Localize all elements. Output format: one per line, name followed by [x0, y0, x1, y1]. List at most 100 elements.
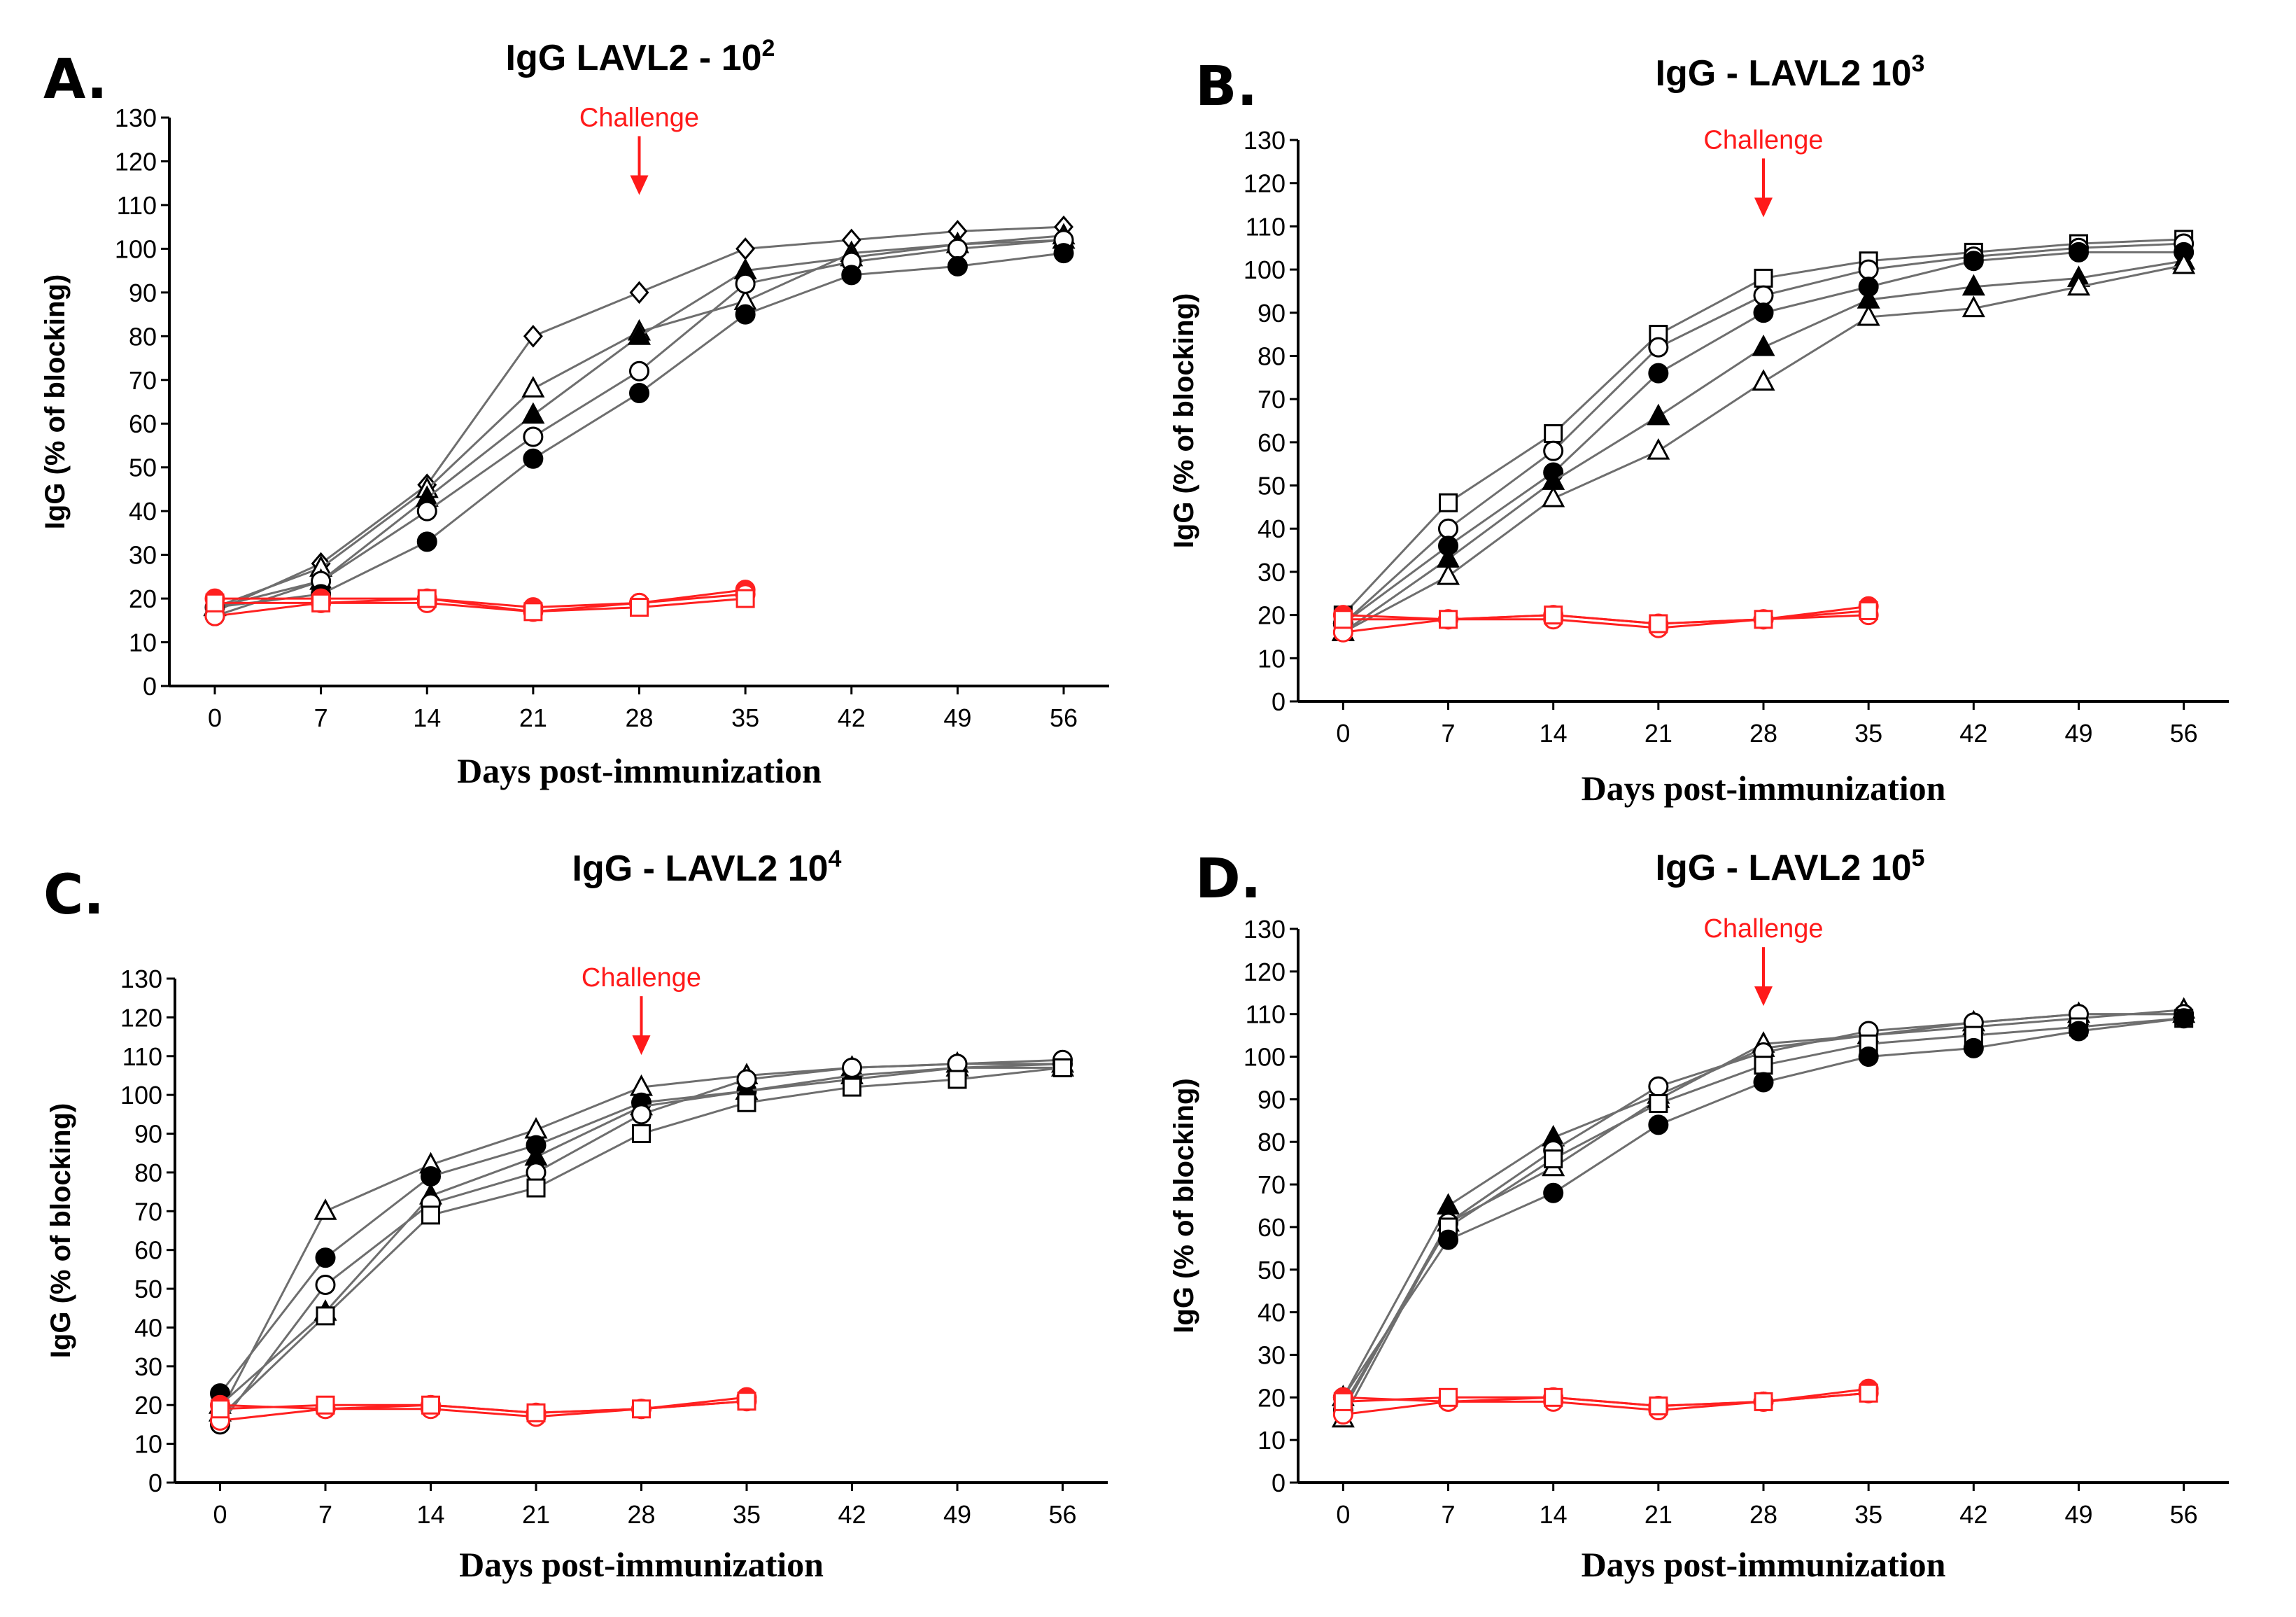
series-vaccinated-circle-open	[1332, 233, 2195, 634]
panel-b: B. IgG - LAVL2 10301020304050607080901001…	[1169, 50, 2229, 808]
y-axis-label: IgG (% of blocking)	[45, 1103, 76, 1358]
data-point	[416, 500, 437, 522]
x-tick-label: 35	[731, 704, 759, 732]
y-tick-label: 110	[117, 191, 157, 220]
y-axis-label: IgG (% of blocking)	[40, 274, 71, 529]
y-tick-label: 30	[1258, 1340, 1286, 1369]
data-point	[205, 593, 225, 612]
x-tick-label: 0	[208, 704, 222, 732]
y-tick-label: 60	[1258, 428, 1286, 457]
data-point	[1859, 601, 1878, 620]
series-control-circle-filled	[1332, 1378, 1879, 1416]
y-tick-label: 120	[115, 147, 157, 176]
y-tick-label: 20	[1258, 601, 1286, 630]
x-tick-label: 21	[519, 704, 547, 732]
challenge-label: Challenge	[582, 963, 701, 993]
challenge-arrow-head	[632, 1035, 651, 1056]
x-axis-label: Days post-immunization	[457, 751, 822, 790]
data-point	[735, 237, 756, 260]
title-superscript: 3	[1912, 50, 1925, 77]
y-tick-label: 20	[134, 1391, 162, 1420]
series-control-circle-filled	[1332, 596, 1879, 634]
data-point	[1753, 285, 1774, 306]
data-point	[1647, 403, 1670, 426]
data-point	[1439, 610, 1458, 629]
data-point	[1858, 1046, 1879, 1068]
data-point	[1649, 1396, 1668, 1415]
series-control-square-open	[1333, 601, 1878, 634]
x-tick-label: 7	[314, 704, 328, 732]
y-tick-label: 90	[134, 1120, 162, 1149]
data-point	[1333, 610, 1353, 629]
y-tick-label: 90	[1258, 299, 1286, 328]
y-tick-label: 30	[1258, 558, 1286, 587]
data-point	[1439, 493, 1458, 512]
series-control-square-open	[205, 589, 755, 622]
x-tick-label: 0	[1336, 719, 1350, 748]
challenge-label: Challenge	[1703, 125, 1823, 155]
data-point	[1963, 251, 1984, 272]
x-tick-label: 56	[2170, 719, 2198, 748]
data-point	[1752, 334, 1775, 356]
y-tick-label: 20	[1258, 1383, 1286, 1412]
data-point	[421, 1395, 440, 1415]
x-tick-label: 7	[1442, 1500, 1456, 1529]
panel-a: A. IgG LAVL2 - 10201020304050607080901001…	[40, 35, 1109, 790]
series-control-square-open	[211, 1392, 756, 1422]
series-line	[1343, 1392, 1869, 1416]
x-tick-label: 35	[1854, 719, 1882, 748]
data-point	[421, 1166, 441, 1186]
x-tick-label: 14	[1540, 1500, 1568, 1529]
chart-title: IgG - LAVL2 103	[1656, 50, 1925, 94]
data-point	[2068, 1021, 2089, 1042]
data-point	[843, 1077, 861, 1097]
y-tick-label: 120	[1244, 958, 1286, 986]
x-tick-label: 28	[1749, 719, 1777, 748]
data-point	[315, 1275, 336, 1296]
data-point	[1437, 563, 1460, 585]
y-tick-label: 80	[134, 1158, 162, 1187]
series-vaccinated-triangle-open	[1331, 252, 2196, 641]
chart-title: IgG - LAVL2 105	[1656, 845, 1925, 888]
y-axis-label: IgG (% of blocking)	[1169, 293, 1199, 548]
series-control-circle-filled	[210, 1387, 757, 1423]
data-point	[735, 304, 756, 325]
panel-letter: D.	[1195, 848, 1261, 911]
data-point	[947, 255, 968, 276]
y-tick-label: 50	[1258, 472, 1286, 500]
data-point	[1053, 1058, 1072, 1077]
y-tick-label: 80	[1258, 342, 1286, 370]
panel-d: D. IgG - LAVL2 10501020304050607080901001…	[1169, 845, 2229, 1584]
data-point	[1649, 614, 1668, 634]
data-point	[526, 1403, 546, 1422]
data-point	[211, 1399, 230, 1419]
y-tick-label: 40	[1258, 514, 1286, 543]
data-point	[737, 1093, 756, 1112]
y-tick-label: 40	[129, 497, 157, 526]
series-vaccinated-square-open	[211, 1058, 1072, 1427]
data-point	[2172, 252, 2196, 274]
x-axis-label: Days post-immunization	[1582, 769, 1946, 808]
y-tick-label: 40	[1258, 1298, 1286, 1327]
y-tick-label: 0	[148, 1469, 162, 1497]
x-tick-label: 21	[522, 1500, 550, 1529]
x-tick-label: 42	[1959, 719, 1987, 748]
data-point	[1648, 337, 1669, 358]
title-superscript: 2	[762, 35, 775, 62]
series-line	[214, 593, 746, 617]
x-tick-label: 35	[1854, 1500, 1882, 1529]
chart-title: IgG LAVL2 - 102	[506, 35, 775, 78]
panel-c: C. IgG - LAVL2 10401020304050607080901001…	[43, 846, 1108, 1584]
x-tick-label: 35	[733, 1500, 761, 1529]
x-tick-label: 14	[1540, 719, 1568, 748]
challenge-arrow-head	[1754, 197, 1773, 218]
y-tick-label: 110	[1246, 212, 1286, 241]
data-point	[311, 593, 331, 612]
y-tick-label: 100	[120, 1081, 162, 1110]
x-tick-label: 49	[943, 1500, 971, 1529]
x-tick-label: 56	[1048, 1500, 1076, 1529]
title-superscript: 5	[1912, 845, 1925, 872]
data-point	[1542, 485, 1565, 507]
data-point	[1648, 363, 1669, 384]
y-tick-label: 0	[143, 672, 157, 701]
